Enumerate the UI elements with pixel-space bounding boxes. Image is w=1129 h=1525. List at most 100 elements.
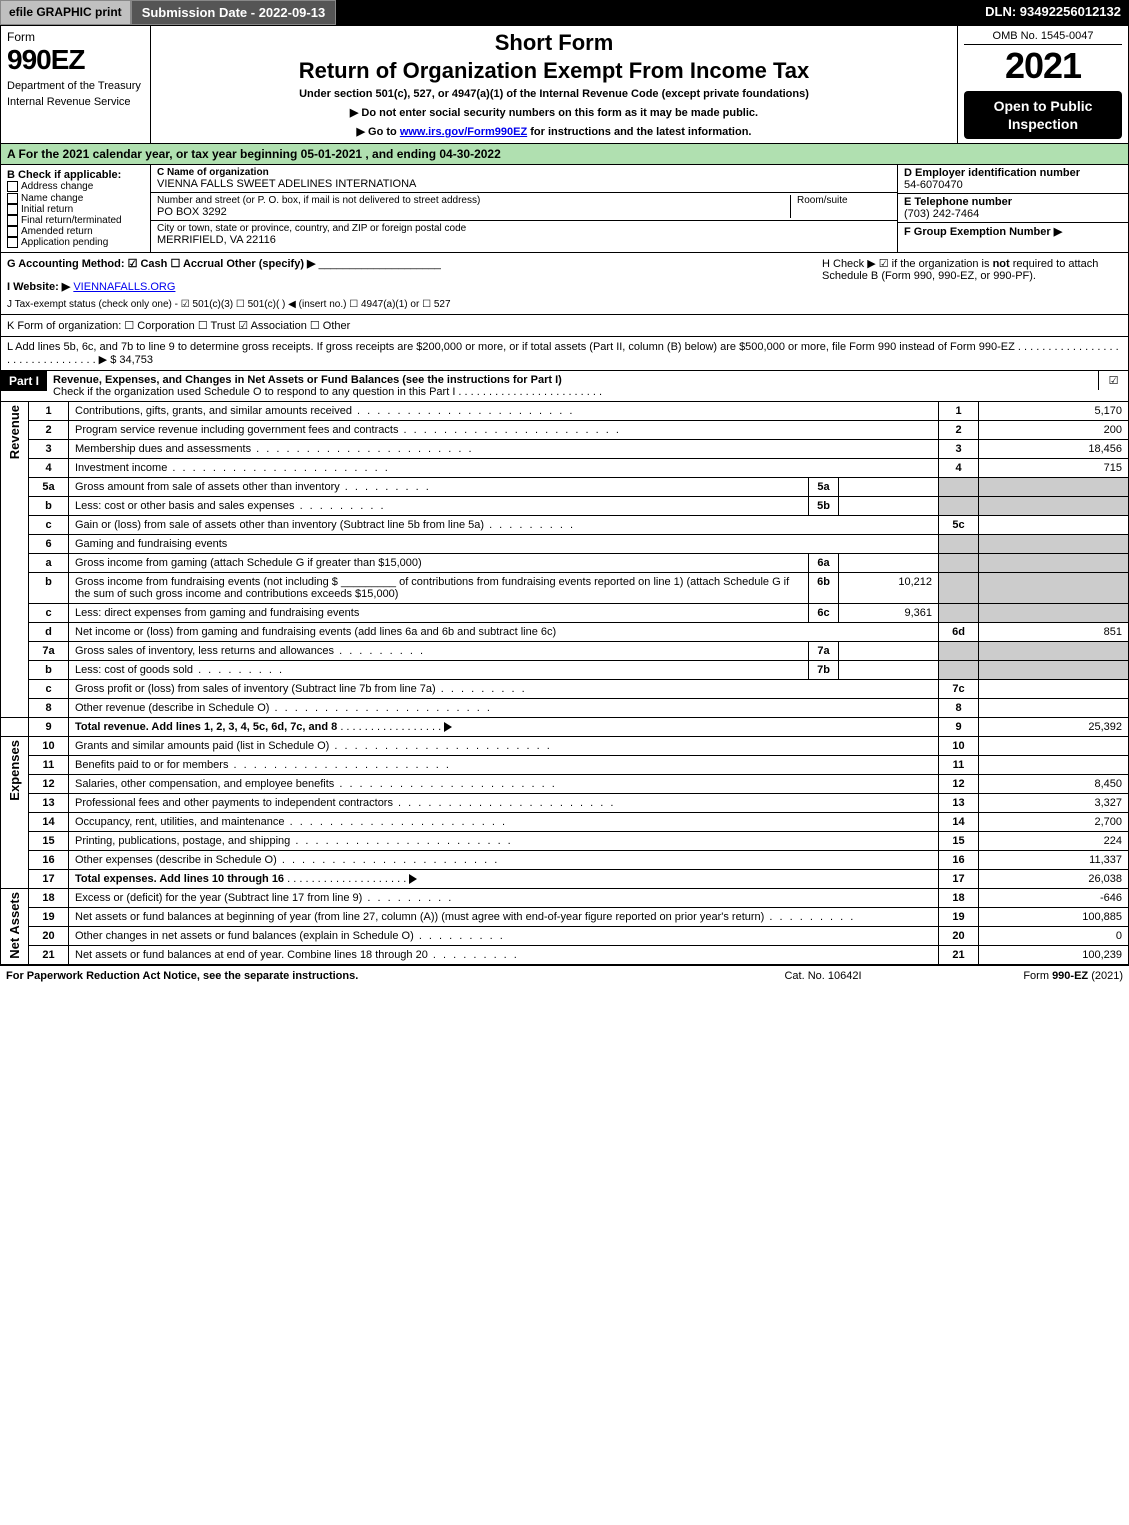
name-label: C Name of organization (157, 167, 891, 178)
row-ghij: G Accounting Method: ☑ Cash ☐ Accrual Ot… (0, 253, 1129, 315)
l5a-shade2 (979, 478, 1129, 497)
l5b-shade1 (939, 497, 979, 516)
l6b-num: b (29, 573, 69, 604)
dept-treasury: Department of the Treasury (7, 80, 144, 92)
l17-val: 26,038 (979, 870, 1129, 889)
l1-rnum: 1 (939, 402, 979, 421)
l6b-shade1 (939, 573, 979, 604)
ein-label: D Employer identification number (904, 167, 1122, 179)
l21-rnum: 21 (939, 946, 979, 965)
l1-desc: Contributions, gifts, grants, and simila… (69, 402, 939, 421)
l11-num: 11 (29, 756, 69, 775)
l13-rnum: 13 (939, 794, 979, 813)
tax-year: 2021 (964, 45, 1122, 87)
chk-final-return[interactable]: Final return/terminated (7, 215, 144, 226)
l6c-shade2 (979, 604, 1129, 623)
l2-val: 200 (979, 421, 1129, 440)
arrow-icon (409, 874, 417, 884)
col-b-title: B Check if applicable: (7, 169, 144, 181)
l11-rnum: 11 (939, 756, 979, 775)
l1-num: 1 (29, 402, 69, 421)
rev-spacer (1, 718, 29, 737)
l10-desc: Grants and similar amounts paid (list in… (69, 737, 939, 756)
org-street: PO BOX 3292 (157, 206, 784, 218)
lines-table: Revenue 1 Contributions, gifts, grants, … (0, 402, 1129, 965)
l21-num: 21 (29, 946, 69, 965)
l5c-num: c (29, 516, 69, 535)
l4-val: 715 (979, 459, 1129, 478)
expenses-label: Expenses (7, 740, 22, 801)
l5a-shade1 (939, 478, 979, 497)
l7a-shade1 (939, 642, 979, 661)
l12-rnum: 12 (939, 775, 979, 794)
l11-val (979, 756, 1129, 775)
form-number: 990EZ (7, 44, 144, 76)
l7b-ml: 7b (809, 661, 839, 680)
l6d-desc: Net income or (loss) from gaming and fun… (69, 623, 939, 642)
l6-desc: Gaming and fundraising events (69, 535, 939, 554)
l3-num: 3 (29, 440, 69, 459)
chk-amended-return[interactable]: Amended return (7, 226, 144, 237)
org-city: MERRIFIELD, VA 22116 (157, 234, 891, 246)
line-a: A For the 2021 calendar year, or tax yea… (0, 144, 1129, 165)
l6c-mv: 9,361 (839, 604, 939, 623)
l3-val: 18,456 (979, 440, 1129, 459)
irs-link[interactable]: www.irs.gov/Form990EZ (400, 126, 527, 138)
l12-desc: Salaries, other compensation, and employ… (69, 775, 939, 794)
goto-pre: ▶ Go to (357, 126, 400, 138)
l4-desc: Investment income (69, 459, 939, 478)
l6a-desc: Gross income from gaming (attach Schedul… (69, 554, 809, 573)
chk-initial-return[interactable]: Initial return (7, 204, 144, 215)
l14-val: 2,700 (979, 813, 1129, 832)
chk-name-change[interactable]: Name change (7, 193, 144, 204)
l13-desc: Professional fees and other payments to … (69, 794, 939, 813)
l6b-shade2 (979, 573, 1129, 604)
l6-shade1 (939, 535, 979, 554)
l20-rnum: 20 (939, 927, 979, 946)
l6d-rnum: 6d (939, 623, 979, 642)
l7a-desc: Gross sales of inventory, less returns a… (69, 642, 809, 661)
header-left: Form 990EZ Department of the Treasury In… (1, 26, 151, 143)
l6c-num: c (29, 604, 69, 623)
l6b-ml: 6b (809, 573, 839, 604)
l19-val: 100,885 (979, 908, 1129, 927)
part1-checkbox[interactable]: ☑ (1098, 371, 1128, 390)
paperwork-notice: For Paperwork Reduction Act Notice, see … (6, 970, 723, 982)
l4-num: 4 (29, 459, 69, 478)
l6c-desc: Less: direct expenses from gaming and fu… (69, 604, 809, 623)
l20-desc: Other changes in net assets or fund bala… (69, 927, 939, 946)
l7a-shade2 (979, 642, 1129, 661)
l16-num: 16 (29, 851, 69, 870)
l15-val: 224 (979, 832, 1129, 851)
l14-desc: Occupancy, rent, utilities, and maintena… (69, 813, 939, 832)
l13-num: 13 (29, 794, 69, 813)
street-label: Number and street (or P. O. box, if mail… (157, 195, 784, 206)
chk-application-pending[interactable]: Application pending (7, 237, 144, 248)
l7a-mv (839, 642, 939, 661)
line-i: I Website: ▶ VIENNAFALLS.ORG (7, 280, 822, 293)
l5b-mv (839, 497, 939, 516)
website-link[interactable]: VIENNAFALLS.ORG (73, 281, 175, 293)
l5a-desc: Gross amount from sale of assets other t… (69, 478, 809, 497)
l3-desc: Membership dues and assessments (69, 440, 939, 459)
l14-num: 14 (29, 813, 69, 832)
l16-rnum: 16 (939, 851, 979, 870)
l6a-num: a (29, 554, 69, 573)
l2-rnum: 2 (939, 421, 979, 440)
col-b: B Check if applicable: Address change Na… (1, 165, 151, 252)
l6-shade2 (979, 535, 1129, 554)
l18-rnum: 18 (939, 889, 979, 908)
part1-label: Part I (1, 371, 47, 391)
l6b-mv: 10,212 (839, 573, 939, 604)
l7b-num: b (29, 661, 69, 680)
l6a-shade1 (939, 554, 979, 573)
l5c-rnum: 5c (939, 516, 979, 535)
goto-note: ▶ Go to www.irs.gov/Form990EZ for instru… (159, 125, 949, 138)
l14-rnum: 14 (939, 813, 979, 832)
efile-print-button[interactable]: efile GRAPHIC print (0, 0, 131, 25)
omb-number: OMB No. 1545-0047 (964, 30, 1122, 45)
line-k: K Form of organization: ☐ Corporation ☐ … (0, 315, 1129, 337)
l5b-desc: Less: cost or other basis and sales expe… (69, 497, 809, 516)
room-label: Room/suite (797, 195, 891, 206)
chk-address-change[interactable]: Address change (7, 181, 144, 192)
